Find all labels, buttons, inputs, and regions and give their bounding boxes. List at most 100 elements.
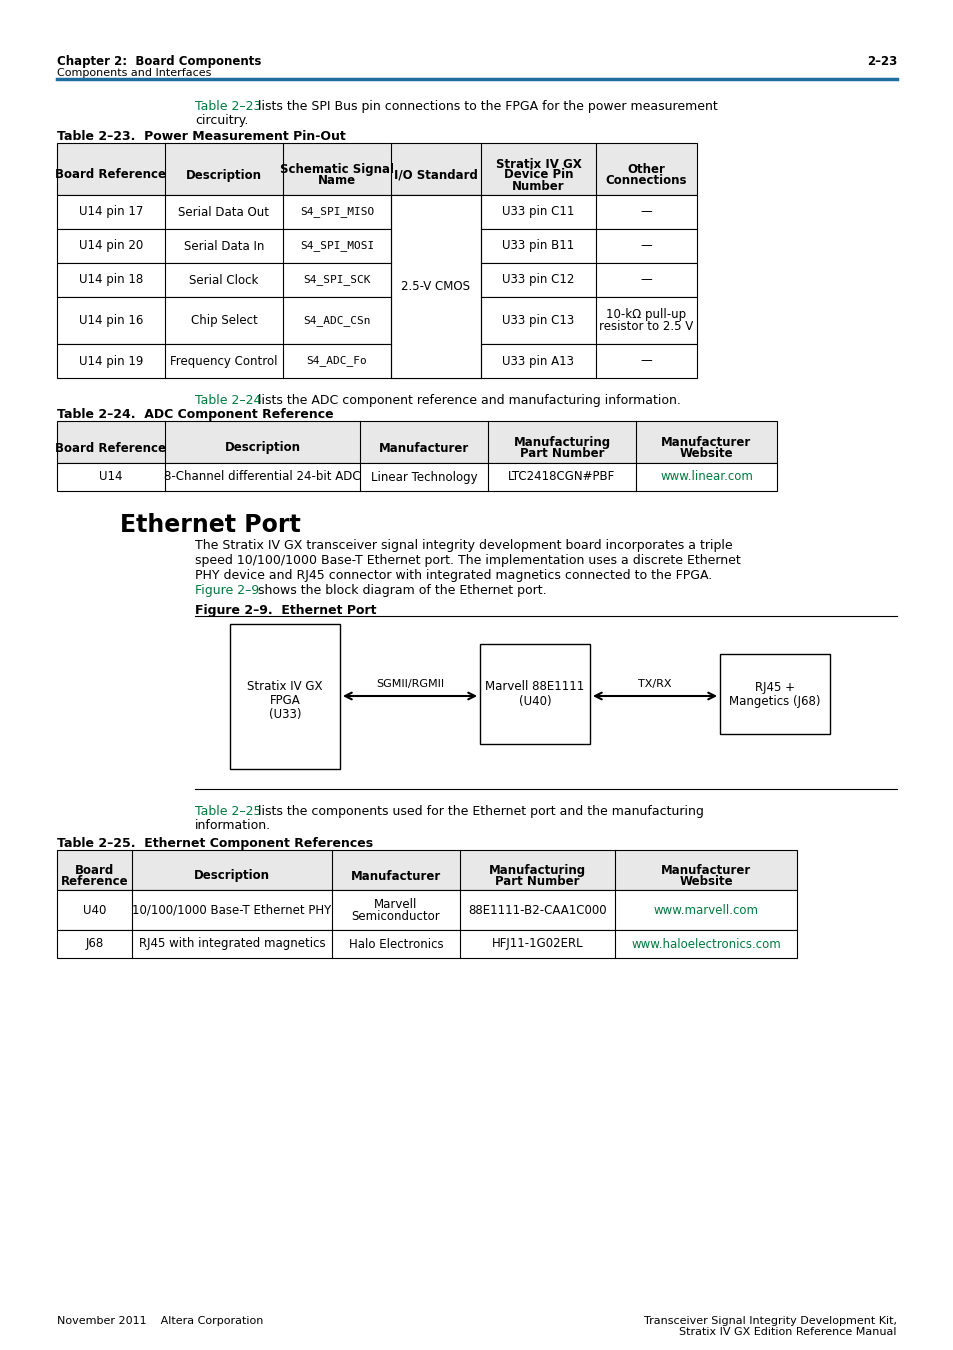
Text: speed 10/100/1000 Base-T Ethernet port. The implementation uses a discrete Ether: speed 10/100/1000 Base-T Ethernet port. … — [194, 554, 740, 567]
Text: Frequency Control: Frequency Control — [170, 355, 277, 367]
Bar — [57, 463, 776, 491]
Text: Figure 2–9.  Ethernet Port: Figure 2–9. Ethernet Port — [194, 603, 376, 617]
Text: Marvell 88E1111: Marvell 88E1111 — [485, 680, 584, 694]
Text: RJ45 +: RJ45 + — [754, 680, 794, 694]
Text: S4_ADC_Fo: S4_ADC_Fo — [306, 355, 367, 366]
Text: Manufacturer: Manufacturer — [378, 441, 469, 455]
Bar — [391, 194, 480, 378]
Text: Marvell: Marvell — [374, 898, 417, 910]
Text: Figure 2–9: Figure 2–9 — [194, 585, 259, 597]
Text: U14 pin 20: U14 pin 20 — [79, 239, 143, 252]
Text: I/O Standard: I/O Standard — [394, 169, 477, 181]
Text: —: — — [640, 205, 652, 219]
Text: —: — — [640, 355, 652, 367]
Text: Serial Data In: Serial Data In — [184, 239, 264, 252]
Text: U14 pin 16: U14 pin 16 — [79, 315, 143, 327]
Text: FPGA: FPGA — [270, 694, 300, 707]
Text: lists the ADC component reference and manufacturing information.: lists the ADC component reference and ma… — [253, 394, 680, 406]
Text: Components and Interfaces: Components and Interfaces — [57, 68, 212, 78]
Text: Transceiver Signal Integrity Development Kit,: Transceiver Signal Integrity Development… — [643, 1316, 896, 1326]
Text: www.haloelectronics.com: www.haloelectronics.com — [631, 937, 781, 950]
Text: lists the components used for the Ethernet port and the manufacturing: lists the components used for the Ethern… — [253, 805, 703, 818]
Text: Mangetics (J68): Mangetics (J68) — [728, 694, 820, 707]
Text: U14 pin 18: U14 pin 18 — [79, 274, 143, 286]
Text: lists the SPI Bus pin connections to the FPGA for the power measurement: lists the SPI Bus pin connections to the… — [253, 100, 717, 113]
Bar — [720, 653, 829, 734]
Text: Table 2–25: Table 2–25 — [194, 805, 261, 818]
Text: Description: Description — [193, 869, 270, 883]
Text: Chapter 2:  Board Components: Chapter 2: Board Components — [57, 55, 261, 68]
Bar — [57, 890, 796, 930]
Text: (U40): (U40) — [518, 695, 551, 709]
Text: Website: Website — [679, 875, 732, 888]
Text: www.linear.com: www.linear.com — [659, 471, 752, 483]
Text: Name: Name — [317, 174, 355, 188]
Bar — [57, 421, 776, 463]
Bar — [57, 850, 796, 890]
Text: Table 2–25.  Ethernet Component References: Table 2–25. Ethernet Component Reference… — [57, 837, 373, 850]
Text: Linear Technology: Linear Technology — [371, 471, 476, 483]
Text: Serial Data Out: Serial Data Out — [178, 205, 269, 219]
Text: shows the block diagram of the Ethernet port.: shows the block diagram of the Ethernet … — [253, 585, 546, 597]
Text: Description: Description — [186, 169, 262, 181]
Text: TX/RX: TX/RX — [638, 679, 671, 688]
Text: Description: Description — [224, 441, 300, 455]
Text: Number: Number — [512, 180, 564, 193]
Bar — [57, 930, 796, 958]
Text: U14 pin 19: U14 pin 19 — [79, 355, 143, 367]
Text: U33 pin A13: U33 pin A13 — [502, 355, 574, 367]
Text: Stratix IV GX: Stratix IV GX — [247, 680, 322, 693]
Text: J68: J68 — [85, 937, 104, 950]
Bar — [57, 143, 697, 194]
Bar — [57, 297, 697, 344]
Text: resistor to 2.5 V: resistor to 2.5 V — [598, 320, 693, 333]
Text: Board Reference: Board Reference — [55, 441, 167, 455]
Text: The Stratix IV GX transceiver signal integrity development board incorporates a : The Stratix IV GX transceiver signal int… — [194, 539, 732, 552]
Text: 88E1111-B2-CAA1C000: 88E1111-B2-CAA1C000 — [468, 903, 606, 917]
Text: Part Number: Part Number — [519, 447, 603, 460]
Text: Table 2–24.  ADC Component Reference: Table 2–24. ADC Component Reference — [57, 408, 334, 421]
Text: Manufacturing: Manufacturing — [513, 436, 610, 450]
Text: Other: Other — [627, 163, 665, 176]
Text: November 2011    Altera Corporation: November 2011 Altera Corporation — [57, 1316, 263, 1326]
Text: Table 2–23.  Power Measurement Pin-Out: Table 2–23. Power Measurement Pin-Out — [57, 130, 345, 143]
Text: Reference: Reference — [61, 875, 128, 888]
Text: HFJ11-1G02ERL: HFJ11-1G02ERL — [491, 937, 582, 950]
Bar — [230, 624, 339, 770]
Text: Connections: Connections — [605, 174, 686, 188]
Text: Semiconductor: Semiconductor — [352, 910, 440, 922]
Text: Chip Select: Chip Select — [191, 315, 257, 327]
Bar — [57, 263, 697, 297]
Text: U33 pin B11: U33 pin B11 — [502, 239, 574, 252]
Bar — [479, 644, 589, 744]
Bar — [57, 194, 697, 230]
Text: Part Number: Part Number — [495, 875, 579, 888]
Text: Manufacturer: Manufacturer — [660, 864, 750, 878]
Text: PHY device and RJ45 connector with integrated magnetics connected to the FPGA.: PHY device and RJ45 connector with integ… — [194, 568, 712, 582]
Text: 10-kΩ pull-up: 10-kΩ pull-up — [606, 308, 686, 321]
Text: 2.5-V CMOS: 2.5-V CMOS — [401, 279, 470, 293]
Text: circuitry.: circuitry. — [194, 113, 248, 127]
Text: Table 2–24: Table 2–24 — [194, 394, 261, 406]
Text: 2–23: 2–23 — [866, 55, 896, 68]
Text: S4_ADC_CSn: S4_ADC_CSn — [303, 315, 371, 325]
Text: Stratix IV GX Edition Reference Manual: Stratix IV GX Edition Reference Manual — [679, 1327, 896, 1336]
Text: LTC2418CGN#PBF: LTC2418CGN#PBF — [508, 471, 615, 483]
Text: S4_SPI_SCK: S4_SPI_SCK — [303, 274, 371, 285]
Text: U33 pin C12: U33 pin C12 — [502, 274, 574, 286]
Text: U14 pin 17: U14 pin 17 — [79, 205, 143, 219]
Bar — [57, 344, 697, 378]
Text: S4_SPI_MISO: S4_SPI_MISO — [299, 207, 374, 217]
Text: (U33): (U33) — [269, 707, 301, 721]
Text: Board: Board — [74, 864, 114, 878]
Text: www.marvell.com: www.marvell.com — [653, 903, 758, 917]
Text: 10/100/1000 Base-T Ethernet PHY: 10/100/1000 Base-T Ethernet PHY — [132, 903, 332, 917]
Text: Halo Electronics: Halo Electronics — [349, 937, 443, 950]
Text: 8-Channel differential 24-bit ADC: 8-Channel differential 24-bit ADC — [164, 471, 360, 483]
Text: —: — — [640, 239, 652, 252]
Text: Schematic Signal: Schematic Signal — [280, 163, 394, 176]
Text: Board Reference: Board Reference — [55, 169, 167, 181]
Text: U40: U40 — [83, 903, 106, 917]
Bar — [57, 230, 697, 263]
Text: Ethernet Port: Ethernet Port — [120, 513, 300, 537]
